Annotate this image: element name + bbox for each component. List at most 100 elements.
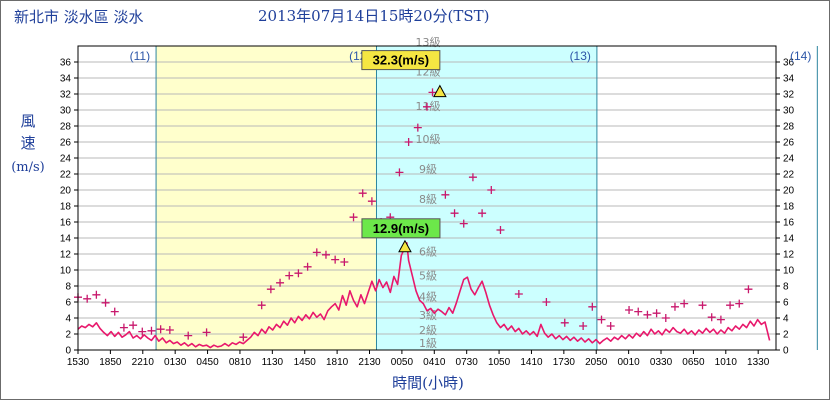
gust-point-43 bbox=[560, 318, 569, 327]
y-axis-label: 風 速 (m/s) bbox=[11, 112, 45, 175]
y-tick-label-left-15: 30 bbox=[60, 106, 72, 117]
gust-point-15 bbox=[266, 285, 275, 294]
gust-point-21 bbox=[321, 250, 330, 259]
gust-point-47 bbox=[606, 322, 615, 330]
y-tick-label-right-1: 2 bbox=[783, 330, 789, 341]
gust-point-50 bbox=[643, 310, 652, 319]
gust-point-57 bbox=[716, 315, 725, 324]
y-tick-label-right-11: 22 bbox=[783, 170, 795, 181]
gust-point-13 bbox=[239, 333, 248, 342]
y-tick-label-right-18: 36 bbox=[783, 58, 795, 69]
gust-point-42 bbox=[542, 298, 551, 306]
gust-point-59 bbox=[735, 299, 744, 308]
y-tick-label-left-9: 18 bbox=[60, 202, 72, 213]
x-tick-label-10: 0050 bbox=[391, 357, 414, 368]
x-tick-label-11: 0410 bbox=[423, 357, 446, 368]
gust-point-51 bbox=[652, 309, 661, 318]
gust-point-24 bbox=[349, 213, 358, 222]
gust-point-45 bbox=[588, 302, 597, 311]
day-band-1 bbox=[376, 46, 597, 350]
y-tick-label-right-3: 6 bbox=[783, 298, 789, 309]
y-tick-label-left-16: 32 bbox=[60, 90, 72, 101]
y-tick-label-right-12: 24 bbox=[783, 154, 795, 165]
y-tick-label-right-8: 16 bbox=[783, 218, 795, 229]
annotation-marker-0 bbox=[433, 84, 447, 98]
y-tick-label-right-16: 32 bbox=[783, 90, 795, 101]
y-tick-label-left-17: 34 bbox=[60, 74, 72, 85]
y-tick-label-left-8: 16 bbox=[60, 218, 72, 229]
gust-point-9 bbox=[156, 325, 165, 334]
y-tick-label-left-5: 10 bbox=[60, 266, 72, 277]
gust-point-1 bbox=[83, 294, 92, 303]
x-tick-label-2: 2210 bbox=[132, 357, 155, 368]
gust-point-8 bbox=[147, 326, 156, 335]
y-tick-label-left-14: 28 bbox=[60, 122, 72, 133]
beaufort-level-9: 10級 bbox=[416, 133, 441, 146]
gust-point-44 bbox=[579, 322, 588, 330]
gust-point-22 bbox=[331, 255, 340, 264]
x-tick-label-20: 1010 bbox=[715, 357, 738, 368]
gust-point-40 bbox=[496, 226, 505, 234]
location-title: 新北市 淡水區 淡水 bbox=[14, 8, 144, 26]
y-tick-label-right-17: 34 bbox=[783, 74, 795, 85]
gust-point-19 bbox=[303, 262, 312, 271]
timestamp-title: 2013年07月14日15時20分(TST) bbox=[258, 7, 490, 25]
gust-point-58 bbox=[726, 301, 735, 310]
x-tick-label-1: 1850 bbox=[99, 357, 122, 368]
x-tick-label-19: 0650 bbox=[682, 357, 705, 368]
gust-point-5 bbox=[119, 323, 128, 332]
gust-point-33 bbox=[428, 88, 437, 97]
gust-point-39 bbox=[487, 186, 496, 194]
y-tick-label-right-15: 30 bbox=[783, 106, 795, 117]
gust-point-4 bbox=[110, 307, 119, 316]
y-tick-label-right-2: 4 bbox=[783, 314, 789, 325]
y-tick-label-right-6: 12 bbox=[783, 250, 795, 261]
wind-speed-line bbox=[77, 242, 771, 349]
y-tick-label-left-2: 4 bbox=[65, 314, 71, 325]
annotation-box-1 bbox=[361, 218, 441, 239]
y-tick-label-right-9: 18 bbox=[783, 202, 795, 213]
gust-point-34 bbox=[441, 190, 450, 199]
y-tick-label-left-10: 20 bbox=[60, 186, 72, 197]
y-tick-label-right-0: 0 bbox=[783, 346, 789, 357]
gust-point-16 bbox=[276, 278, 285, 287]
beaufort-level-4: 5級 bbox=[419, 270, 437, 283]
day-label-0: (11) bbox=[130, 49, 150, 63]
x-axis-label: 時間(小時) bbox=[392, 374, 464, 392]
gust-point-46 bbox=[597, 315, 606, 324]
annotation-label-1: 12.9(m/s) bbox=[373, 221, 429, 236]
gust-point-48 bbox=[625, 306, 634, 314]
y-tick-label-right-7: 14 bbox=[783, 234, 795, 245]
gust-point-12 bbox=[202, 328, 211, 337]
gust-point-52 bbox=[661, 314, 670, 322]
plot-border bbox=[77, 45, 777, 351]
gust-point-10 bbox=[165, 326, 174, 334]
x-tick-label-3: 0130 bbox=[164, 357, 187, 368]
gust-point-53 bbox=[670, 302, 679, 311]
x-tick-label-13: 1050 bbox=[488, 357, 511, 368]
x-tick-label-8: 1810 bbox=[326, 357, 349, 368]
beaufort-level-7: 8級 bbox=[419, 193, 437, 206]
beaufort-level-5: 6級 bbox=[419, 246, 437, 259]
gust-point-55 bbox=[698, 301, 707, 310]
beaufort-level-0: 1級 bbox=[419, 337, 437, 350]
gust-point-30 bbox=[404, 138, 413, 146]
gust-point-6 bbox=[129, 321, 138, 330]
gust-point-38 bbox=[478, 209, 487, 218]
gust-point-7 bbox=[138, 327, 147, 336]
x-tick-label-5: 0810 bbox=[229, 357, 252, 368]
day-label-3: (14) bbox=[790, 49, 811, 63]
x-tick-label-0: 1530 bbox=[67, 357, 90, 368]
gust-point-36 bbox=[459, 219, 468, 228]
x-tick-label-18: 0330 bbox=[650, 357, 673, 368]
y-tick-label-left-1: 2 bbox=[65, 330, 71, 341]
y-tick-label-right-4: 8 bbox=[783, 282, 789, 293]
beaufort-level-12: 13級 bbox=[416, 36, 441, 49]
day-band-0 bbox=[156, 46, 377, 350]
y-tick-label-left-18: 36 bbox=[60, 58, 72, 69]
y-tick-label-left-3: 6 bbox=[65, 298, 71, 309]
y-label-line-3: (m/s) bbox=[11, 160, 45, 175]
y-tick-label-left-4: 8 bbox=[65, 282, 71, 293]
gust-point-32 bbox=[423, 102, 431, 111]
